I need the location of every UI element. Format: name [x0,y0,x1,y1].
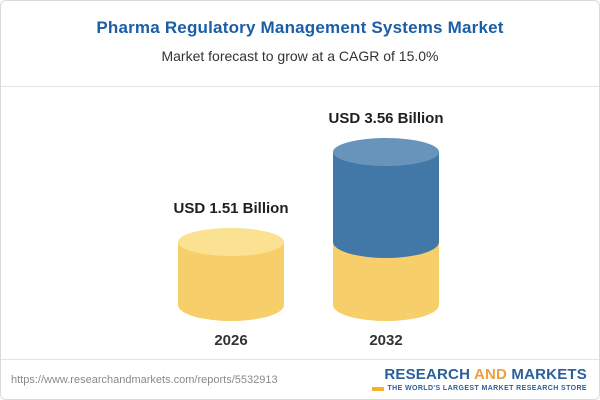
cylinder-2026 [178,228,284,321]
logo-word-research: RESEARCH [384,366,471,383]
value-label-2032: USD 3.56 Billion [328,109,444,127]
footer: https://www.researchandmarkets.com/repor… [1,359,599,399]
chart-title: Pharma Regulatory Management Systems Mar… [96,18,504,37]
tagline-text: THE WORLD'S LARGEST MARKET RESEARCH STOR… [387,385,587,392]
cylinder-2032-growth-cap [333,137,439,166]
chart-area: USD 1.51 Billion 2026 USD 3.56 Billion [1,88,599,361]
cylinder-2032-growth-segment [333,137,439,259]
cylinder-2026-cap [178,228,284,257]
logo-word-markets: MARKETS [511,366,587,383]
cylinder-2026-segment [178,228,284,321]
chart-column-2032: USD 3.56 Billion 2032 [316,110,456,361]
year-label-2032: 2032 [369,332,403,349]
research-and-markets-logo: RESEARCH AND MARKETS THE WORLD'S LARGEST… [372,367,587,392]
year-label-2026: 2026 [214,332,248,349]
value-label-2026: USD 1.51 Billion [173,200,289,218]
cylinder-2032-growth-body [333,151,439,259]
cylinder-2032 [333,137,439,321]
logo-word-and: AND [473,366,508,383]
logo-tagline: THE WORLD'S LARGEST MARKET RESEARCH STOR… [372,385,587,392]
source-url: https://www.researchandmarkets.com/repor… [11,373,278,386]
chart-subtitle: Market forecast to grow at a CAGR of 15.… [161,48,439,64]
tagline-marker-icon [372,386,385,391]
chart-column-2026: USD 1.51 Billion 2026 [161,200,301,361]
chart-header: Pharma Regulatory Management Systems Mar… [1,1,599,87]
logo-wordmark: RESEARCH AND MARKETS [372,367,587,383]
